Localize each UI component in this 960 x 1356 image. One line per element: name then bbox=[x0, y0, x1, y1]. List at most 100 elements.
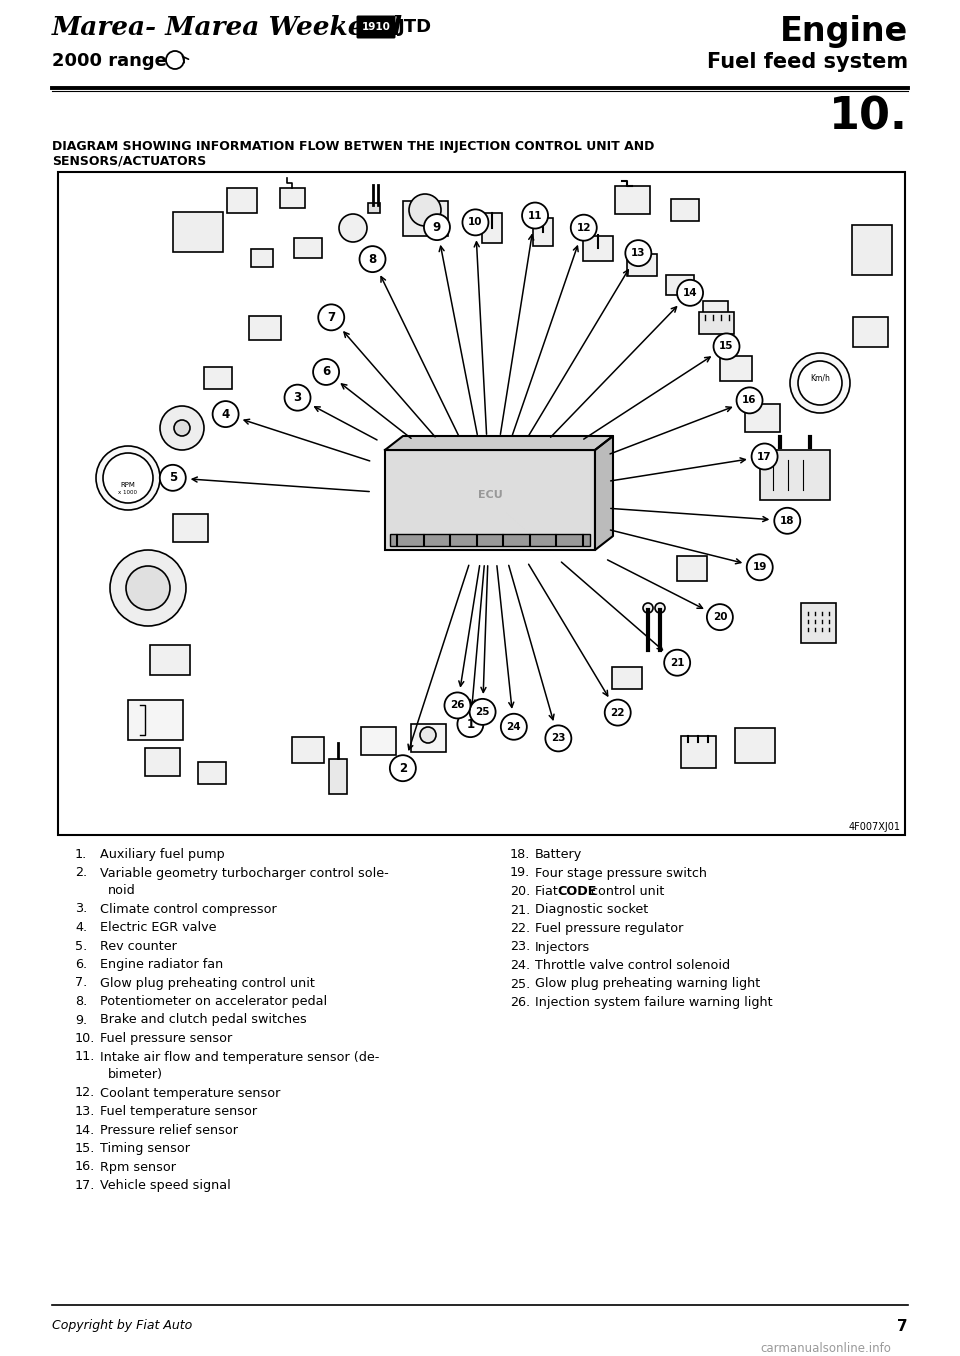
Bar bbox=[852, 225, 892, 275]
Circle shape bbox=[775, 507, 801, 534]
Circle shape bbox=[713, 334, 739, 359]
Circle shape bbox=[747, 555, 773, 580]
Circle shape bbox=[318, 304, 345, 331]
Bar bbox=[58, 172, 905, 835]
Circle shape bbox=[664, 650, 690, 675]
Text: Vehicle speed signal: Vehicle speed signal bbox=[100, 1178, 230, 1192]
Bar bbox=[533, 218, 553, 245]
Text: RPM: RPM bbox=[121, 481, 135, 488]
Bar bbox=[294, 239, 322, 258]
Text: 20.: 20. bbox=[510, 885, 530, 898]
Text: Timing sensor: Timing sensor bbox=[100, 1142, 190, 1155]
Circle shape bbox=[284, 385, 310, 411]
Text: 3: 3 bbox=[294, 391, 301, 404]
Text: 15: 15 bbox=[719, 342, 733, 351]
Text: 10.: 10. bbox=[75, 1032, 95, 1045]
Text: 4F007XJ01: 4F007XJ01 bbox=[849, 822, 901, 833]
Circle shape bbox=[605, 700, 631, 725]
Bar bbox=[720, 355, 752, 381]
Bar bbox=[852, 317, 887, 347]
Bar bbox=[735, 728, 775, 762]
Text: Engine radiator fan: Engine radiator fan bbox=[100, 957, 224, 971]
Text: 9.: 9. bbox=[75, 1013, 87, 1026]
Bar bbox=[612, 667, 642, 689]
Text: 2.: 2. bbox=[75, 866, 87, 880]
FancyBboxPatch shape bbox=[356, 15, 396, 38]
Circle shape bbox=[420, 727, 436, 743]
Text: 5: 5 bbox=[169, 472, 177, 484]
Text: Potentiometer on accelerator pedal: Potentiometer on accelerator pedal bbox=[100, 995, 327, 1008]
Bar bbox=[173, 514, 207, 542]
Bar bbox=[801, 603, 835, 643]
Text: 23: 23 bbox=[551, 734, 565, 743]
Text: 4: 4 bbox=[222, 408, 229, 420]
Text: 10.: 10. bbox=[829, 95, 908, 138]
Text: Fuel temperature sensor: Fuel temperature sensor bbox=[100, 1105, 257, 1117]
Text: Coolant temperature sensor: Coolant temperature sensor bbox=[100, 1086, 280, 1100]
Text: carmanualsonline.info: carmanualsonline.info bbox=[760, 1342, 891, 1355]
Bar bbox=[198, 762, 226, 784]
Text: Four stage pressure switch: Four stage pressure switch bbox=[535, 866, 707, 880]
Text: 16.: 16. bbox=[75, 1161, 95, 1173]
Text: Intake air flow and temperature sensor (de-: Intake air flow and temperature sensor (… bbox=[100, 1051, 379, 1063]
Text: 17: 17 bbox=[757, 452, 772, 461]
Circle shape bbox=[457, 711, 484, 738]
Text: 7: 7 bbox=[898, 1319, 908, 1334]
Text: 16: 16 bbox=[742, 396, 756, 405]
Text: 11: 11 bbox=[528, 210, 542, 221]
Text: 26.: 26. bbox=[510, 997, 530, 1009]
Text: 20: 20 bbox=[712, 612, 727, 622]
Text: Rev counter: Rev counter bbox=[100, 940, 177, 952]
Text: 10: 10 bbox=[468, 217, 483, 228]
Text: control unit: control unit bbox=[587, 885, 664, 898]
Circle shape bbox=[798, 361, 842, 405]
Text: 18.: 18. bbox=[510, 848, 530, 861]
Text: 6: 6 bbox=[322, 366, 330, 378]
Circle shape bbox=[501, 713, 527, 740]
Text: Throttle valve control solenoid: Throttle valve control solenoid bbox=[535, 959, 731, 972]
Text: Marea- Marea Weekend: Marea- Marea Weekend bbox=[52, 15, 403, 39]
Text: Climate control compressor: Climate control compressor bbox=[100, 903, 276, 915]
Circle shape bbox=[707, 605, 732, 631]
Bar bbox=[671, 199, 699, 221]
Circle shape bbox=[469, 698, 495, 725]
Circle shape bbox=[174, 420, 190, 437]
Text: 1.: 1. bbox=[75, 848, 87, 861]
Bar bbox=[583, 236, 613, 260]
Text: 25.: 25. bbox=[510, 978, 530, 990]
Text: 12: 12 bbox=[577, 222, 591, 233]
Text: Rpm sensor: Rpm sensor bbox=[100, 1161, 176, 1173]
Text: 3.: 3. bbox=[75, 903, 87, 915]
Bar bbox=[173, 212, 223, 252]
Text: 19: 19 bbox=[753, 563, 767, 572]
Bar bbox=[482, 213, 502, 243]
Text: 13.: 13. bbox=[75, 1105, 95, 1117]
Polygon shape bbox=[385, 437, 613, 450]
Bar bbox=[681, 736, 715, 767]
Text: Diagnostic socket: Diagnostic socket bbox=[535, 903, 648, 917]
Circle shape bbox=[463, 209, 489, 236]
Text: 25: 25 bbox=[475, 706, 490, 717]
Text: Electric EGR valve: Electric EGR valve bbox=[100, 921, 217, 934]
Bar bbox=[614, 186, 650, 214]
Circle shape bbox=[313, 359, 339, 385]
Text: 24: 24 bbox=[507, 721, 521, 732]
Bar bbox=[627, 254, 657, 277]
Bar bbox=[279, 188, 304, 207]
Text: Copyright by Fiat Auto: Copyright by Fiat Auto bbox=[52, 1319, 192, 1332]
Text: 17.: 17. bbox=[75, 1178, 95, 1192]
Bar bbox=[204, 367, 232, 389]
Circle shape bbox=[752, 443, 778, 469]
Text: Auxiliary fuel pump: Auxiliary fuel pump bbox=[100, 848, 225, 861]
Circle shape bbox=[409, 194, 441, 226]
Bar bbox=[390, 534, 590, 546]
Text: 8.: 8. bbox=[75, 995, 87, 1008]
Bar bbox=[402, 201, 447, 236]
Bar bbox=[145, 749, 180, 776]
Bar bbox=[128, 700, 182, 740]
Text: 6.: 6. bbox=[75, 957, 87, 971]
Text: 21.: 21. bbox=[510, 903, 530, 917]
Text: 8: 8 bbox=[369, 252, 376, 266]
Circle shape bbox=[625, 240, 651, 266]
Text: 7: 7 bbox=[327, 311, 335, 324]
